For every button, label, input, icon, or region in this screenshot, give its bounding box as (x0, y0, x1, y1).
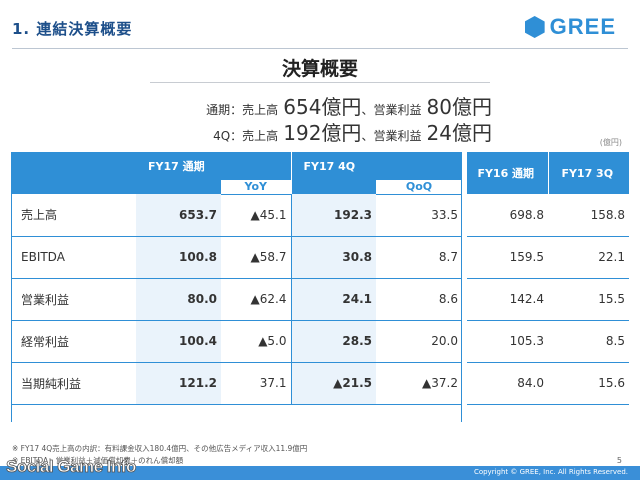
table-row: 698.8 158.8 (467, 194, 629, 237)
cell-fy16-full: 698.8 (467, 194, 548, 237)
cell-yoy: ▲45.1 (221, 194, 291, 237)
table-row: 売上高 653.7 ▲45.1 192.3 33.5 (11, 194, 462, 237)
cell-qoq: 20.0 (376, 320, 462, 363)
table-row: 142.4 15.5 (467, 278, 629, 321)
cell-fy17-3q: 15.6 (548, 362, 629, 405)
table-row: 84.0 15.6 (467, 362, 629, 405)
header-fy16-full: FY16 通期 (467, 152, 549, 194)
table-row: 営業利益 80.0 ▲62.4 24.1 8.6 (11, 278, 462, 321)
header-divider (12, 48, 628, 49)
cell-fy17-3q: 15.5 (548, 278, 629, 321)
summary-line-full-year: 通期：売上高 654億円、営業利益 80億円 (206, 91, 492, 120)
summary-sales-value: 192億円 (283, 121, 362, 145)
row-label: 経常利益 (11, 320, 136, 363)
logo-text: GREE (549, 14, 616, 39)
table-row: 当期純利益 121.2 37.1 ▲21.5 ▲37.2 (11, 362, 462, 405)
gree-hexagon-icon (524, 16, 545, 38)
gree-logo: GREE (524, 14, 616, 40)
cell-fy16-full: 105.3 (467, 320, 548, 363)
footnote-ebitda: ※ EBITDA：営業利益＋減価償却費＋のれん償却額 (12, 456, 184, 465)
header-qoq: QoQ (376, 180, 462, 195)
header-fy17-full: FY17 通期 (136, 152, 291, 180)
watermark-logo: Social Game Info (6, 457, 137, 477)
cell-fy17-full: 100.4 (136, 320, 221, 363)
row-label: 営業利益 (11, 278, 136, 321)
cell-fy17-3q: 22.1 (548, 236, 629, 279)
copyright: Copyright © GREE, Inc. All Rights Reserv… (473, 468, 628, 476)
footnote-sales-breakdown: ※ FY17 4Q売上高の内訳：有料課金収入180.4億円、その他広告メディア収… (12, 444, 308, 453)
title-divider (150, 82, 490, 83)
page-number: 5 (616, 456, 622, 465)
unit-label: (億円) (599, 138, 622, 147)
cell-fy17-full: 80.0 (136, 278, 221, 321)
results-table-fy17: FY17 通期 FY17 4Q YoY QoQ 売上高 653.7 ▲45.1 … (11, 152, 462, 405)
summary-separator: 、営業利益 (361, 129, 422, 143)
row-label: EBITDA (11, 236, 136, 279)
cell-fy17-4q: ▲21.5 (290, 362, 376, 405)
cell-qoq: ▲37.2 (376, 362, 462, 405)
table-row: 経常利益 100.4 ▲5.0 28.5 20.0 (11, 320, 462, 363)
cell-yoy: 37.1 (221, 362, 291, 405)
cell-fy17-4q: 30.8 (290, 236, 376, 279)
cell-fy17-3q: 158.8 (548, 194, 629, 237)
summary-sales-value: 654億円 (283, 95, 362, 119)
cell-qoq: 8.7 (376, 236, 462, 279)
summary-period-label: 4Q：売上高 (213, 129, 279, 143)
cell-yoy: ▲5.0 (221, 320, 291, 363)
summary-op-value: 24億円 (426, 121, 492, 145)
summary-op-value: 80億円 (426, 95, 492, 119)
summary-separator: 、営業利益 (361, 103, 422, 117)
cell-fy17-full: 653.7 (136, 194, 221, 237)
cell-fy16-full: 159.5 (467, 236, 548, 279)
results-table-comparison: FY16 通期 FY17 3Q 698.8 158.8 159.5 22.1 1… (467, 152, 629, 405)
section-title: 1. 連結決算概要 (12, 20, 133, 38)
cell-fy17-4q: 24.1 (290, 278, 376, 321)
cell-fy17-full: 100.8 (136, 236, 221, 279)
header-yoy: YoY (221, 180, 291, 195)
cell-fy17-4q: 192.3 (290, 194, 376, 237)
cell-fy16-full: 84.0 (467, 362, 548, 405)
table-row: 159.5 22.1 (467, 236, 629, 279)
cell-yoy: ▲58.7 (221, 236, 291, 279)
row-label: 当期純利益 (11, 362, 136, 405)
cell-qoq: 8.6 (376, 278, 462, 321)
header-fy17-3q: FY17 3Q (548, 152, 629, 194)
summary-period-label: 通期：売上高 (206, 103, 279, 117)
cell-qoq: 33.5 (376, 194, 462, 237)
cell-fy17-3q: 8.5 (548, 320, 629, 363)
cell-fy16-full: 142.4 (467, 278, 548, 321)
main-title: 決算概要 (281, 58, 358, 80)
table-row: 105.3 8.5 (467, 320, 629, 363)
cell-fy17-4q: 28.5 (290, 320, 376, 363)
cell-fy17-full: 121.2 (136, 362, 221, 405)
table-row: EBITDA 100.8 ▲58.7 30.8 8.7 (11, 236, 462, 279)
summary-line-4q: 4Q：売上高 192億円、営業利益 24億円 (213, 117, 492, 146)
row-label: 売上高 (11, 194, 136, 237)
footer-bar (0, 466, 640, 480)
cell-yoy: ▲62.4 (221, 278, 291, 321)
header-fy17-4q: FY17 4Q (290, 152, 462, 180)
